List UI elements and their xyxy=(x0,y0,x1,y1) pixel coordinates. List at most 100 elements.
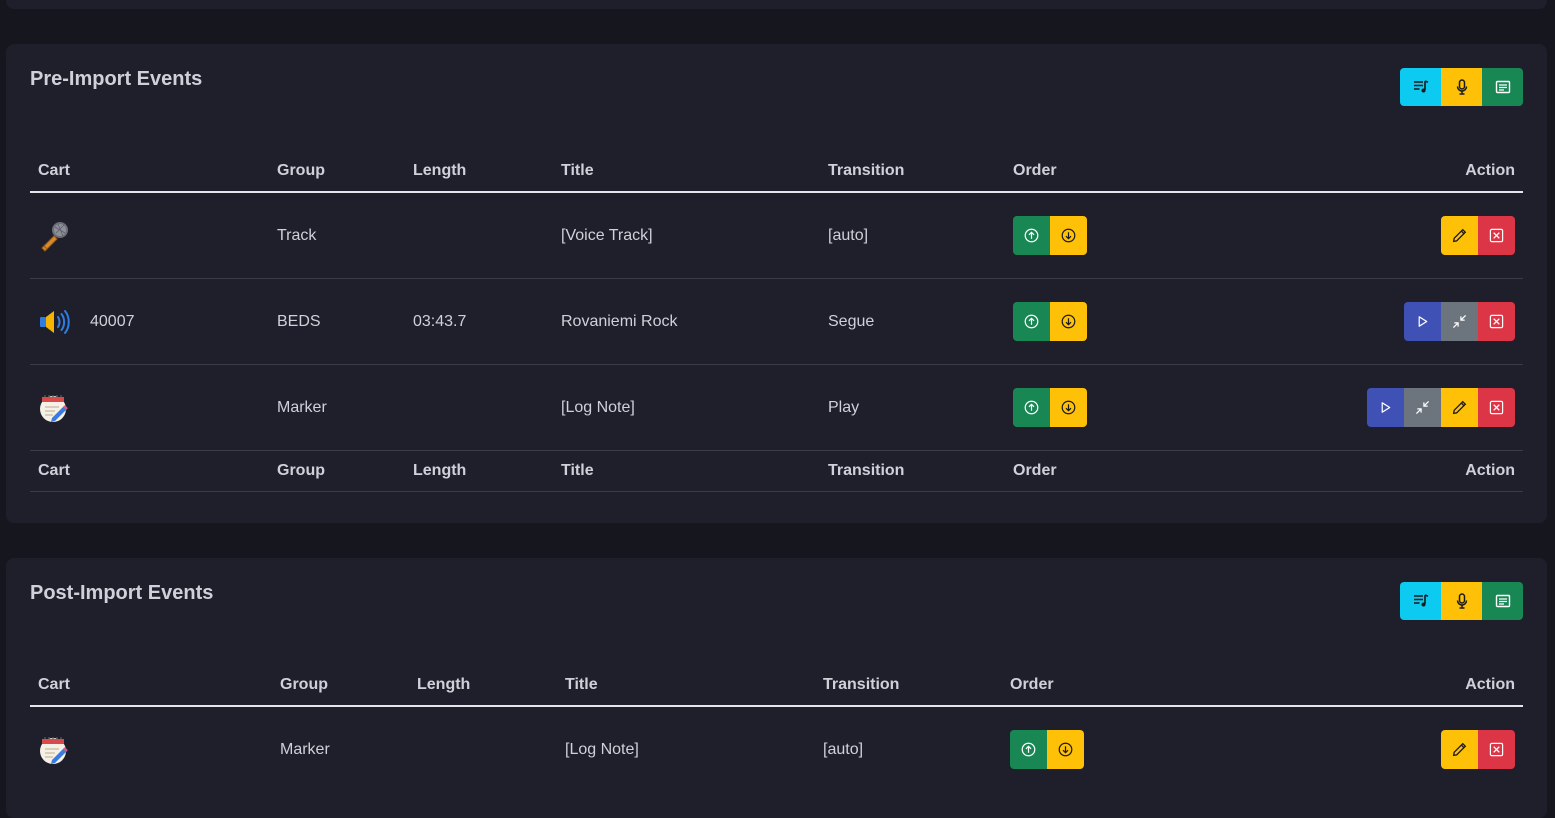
collapse-icon xyxy=(1452,314,1467,329)
table-row: Marker [Log Note] Play xyxy=(30,364,1523,451)
edit-button[interactable] xyxy=(1441,216,1478,255)
move-up-button[interactable] xyxy=(1013,302,1050,341)
post-import-add-buttons xyxy=(1400,582,1523,620)
group-cell: Marker xyxy=(280,740,330,758)
collapse-button[interactable] xyxy=(1404,388,1441,427)
pencil-icon xyxy=(1452,400,1467,415)
close-icon xyxy=(1489,314,1504,329)
move-down-button[interactable] xyxy=(1050,388,1087,427)
column-header-length: Length xyxy=(409,665,557,707)
order-cell xyxy=(1005,192,1235,279)
column-header-action: Action xyxy=(1232,665,1523,707)
arrow-up-circle-icon xyxy=(1024,228,1039,243)
pre-import-table: Cart Group Length Title Transition Order… xyxy=(30,151,1523,492)
cart-cell xyxy=(30,706,272,792)
column-footer-action: Action xyxy=(1235,450,1523,492)
arrow-up-circle-icon xyxy=(1021,742,1036,757)
column-header-transition: Transition xyxy=(820,151,1005,193)
move-up-button[interactable] xyxy=(1013,388,1050,427)
note-icon xyxy=(1495,593,1511,609)
transition-cell[interactable]: Segue xyxy=(820,278,1005,365)
delete-button[interactable] xyxy=(1478,388,1515,427)
move-up-button[interactable] xyxy=(1013,216,1050,255)
collapse-icon xyxy=(1415,400,1430,415)
delete-button[interactable] xyxy=(1478,302,1515,341)
add-log-note-button[interactable] xyxy=(1482,68,1523,106)
title-cell: [Log Note] xyxy=(565,740,639,758)
close-icon xyxy=(1489,228,1504,243)
move-down-button[interactable] xyxy=(1050,302,1087,341)
move-down-button[interactable] xyxy=(1050,216,1087,255)
pre-import-card: Pre-Import Events Cart Group Length Titl… xyxy=(6,44,1547,523)
column-header-order: Order xyxy=(1005,151,1235,193)
length-cell xyxy=(405,364,553,451)
title-cell: Rovaniemi Rock xyxy=(553,278,820,365)
arrow-down-circle-icon xyxy=(1061,400,1076,415)
transition-cell[interactable]: Play xyxy=(820,364,1005,451)
column-header-cart: Cart xyxy=(30,151,269,193)
collapse-button[interactable] xyxy=(1441,302,1478,341)
length-cell xyxy=(405,192,553,279)
column-header-title: Title xyxy=(553,151,820,193)
table-header-row: Cart Group Length Title Transition Order… xyxy=(30,151,1523,193)
column-header-transition: Transition xyxy=(815,665,1002,707)
column-header-order: Order xyxy=(1002,665,1232,707)
group-cell: BEDS xyxy=(269,278,405,365)
post-import-table: Cart Group Length Title Transition Order… xyxy=(30,665,1523,792)
microphone-icon xyxy=(38,220,70,252)
delete-button[interactable] xyxy=(1478,216,1515,255)
add-voice-track-button[interactable] xyxy=(1441,582,1482,620)
move-down-button[interactable] xyxy=(1047,730,1084,769)
close-icon xyxy=(1489,742,1504,757)
play-button[interactable] xyxy=(1367,388,1404,427)
playlist-icon xyxy=(1413,593,1429,609)
arrow-down-circle-icon xyxy=(1058,742,1073,757)
add-voice-track-button[interactable] xyxy=(1441,68,1482,106)
transition-cell[interactable]: [auto] xyxy=(823,740,864,758)
microphone-icon xyxy=(1454,79,1470,95)
add-log-note-button[interactable] xyxy=(1482,582,1523,620)
column-footer-title: Title xyxy=(553,450,820,492)
edit-button[interactable] xyxy=(1441,388,1478,427)
microphone-icon xyxy=(1454,593,1470,609)
table-header-row: Cart Group Length Title Transition Order… xyxy=(30,665,1523,707)
action-cell xyxy=(1235,278,1523,365)
title-cell: [Log Note] xyxy=(553,364,820,451)
edit-button[interactable] xyxy=(1441,730,1478,769)
title-cell: [Voice Track] xyxy=(553,192,820,279)
delete-button[interactable] xyxy=(1478,730,1515,769)
group-cell: Track xyxy=(269,192,405,279)
table-row: Track [Voice Track] [auto] xyxy=(30,192,1523,279)
length-cell: 03:43.7 xyxy=(405,278,553,365)
previous-card xyxy=(6,0,1547,9)
arrow-up-circle-icon xyxy=(1024,400,1039,415)
column-footer-group: Group xyxy=(269,450,405,492)
pencil-icon xyxy=(1452,228,1467,243)
column-header-group: Group xyxy=(272,665,409,707)
play-button[interactable] xyxy=(1404,302,1441,341)
column-header-action: Action xyxy=(1235,151,1523,193)
column-header-length: Length xyxy=(405,151,553,193)
pre-import-add-buttons xyxy=(1400,68,1523,106)
order-cell xyxy=(1002,706,1232,792)
playlist-icon xyxy=(1413,79,1429,95)
pre-import-title: Pre-Import Events xyxy=(30,68,203,90)
cart-cell: 40007 xyxy=(30,278,269,365)
action-cell xyxy=(1235,364,1523,451)
add-music-button[interactable] xyxy=(1400,582,1441,620)
column-header-cart: Cart xyxy=(30,665,272,707)
move-up-button[interactable] xyxy=(1010,730,1047,769)
column-header-group: Group xyxy=(269,151,405,193)
transition-cell[interactable]: [auto] xyxy=(820,192,1005,279)
cart-number: 40007 xyxy=(90,312,135,330)
column-header-title: Title xyxy=(557,665,815,707)
length-cell xyxy=(409,706,557,792)
add-music-button[interactable] xyxy=(1400,68,1441,106)
group-cell: Marker xyxy=(269,364,405,451)
arrow-down-circle-icon xyxy=(1061,228,1076,243)
play-icon xyxy=(1378,400,1393,415)
action-cell xyxy=(1232,706,1523,792)
pencil-icon xyxy=(1452,742,1467,757)
order-cell xyxy=(1005,364,1235,451)
table-row: 40007 BEDS 03:43.7 Rovaniemi Rock Segue xyxy=(30,278,1523,365)
